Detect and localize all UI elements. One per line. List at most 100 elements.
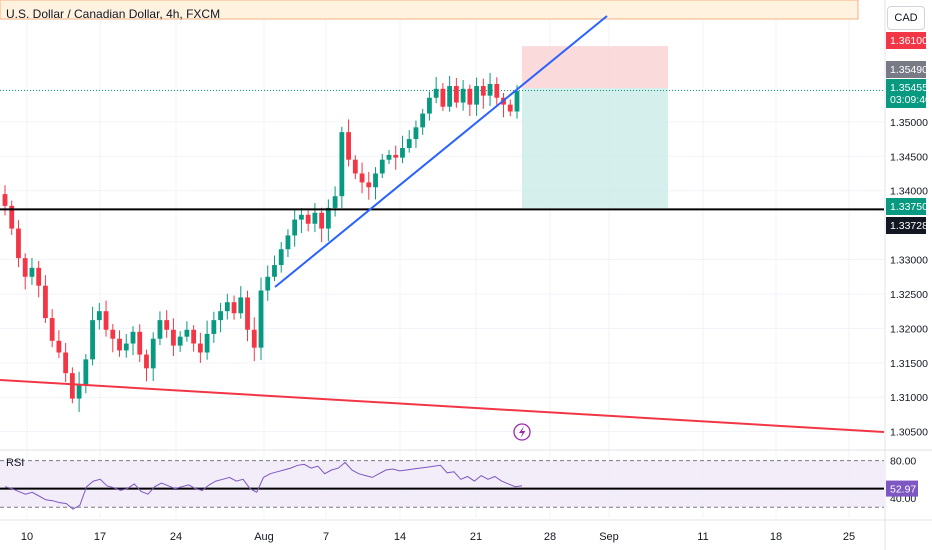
candle-body [29, 267, 35, 277]
candle-body [191, 329, 197, 344]
rsi-band [0, 460, 884, 508]
candle-body [144, 354, 149, 369]
candle-body [447, 86, 453, 107]
candle-body [36, 267, 42, 286]
candle-body [467, 88, 473, 105]
current-price-badge [886, 79, 926, 108]
time-tick-label: 28 [544, 531, 556, 543]
candle-body [103, 311, 109, 330]
candle-body [507, 104, 513, 112]
candle-body [171, 329, 176, 346]
candle-body [184, 329, 190, 337]
time-tick-label: 17 [94, 531, 106, 543]
candle-body [285, 235, 291, 250]
candle-body [413, 127, 419, 140]
price-tick-label: 1.31000 [890, 392, 928, 404]
candle-body [231, 302, 237, 314]
candle-body [460, 88, 466, 103]
time-tick-label: Aug [254, 531, 274, 543]
rsi-line [4, 461, 523, 510]
candle-body [63, 352, 69, 374]
entry-price-label: 1.35490 [890, 64, 928, 76]
price-tick-label: 1.34000 [890, 186, 928, 198]
candle-body [379, 159, 385, 174]
candle-body [22, 258, 28, 277]
support-price-badge [886, 217, 926, 234]
price-tick-label: 1.35000 [890, 117, 928, 129]
candle-body [9, 205, 15, 229]
candle-body [110, 329, 116, 339]
candle-body [386, 154, 392, 160]
candle-body [352, 159, 358, 174]
time-tick-label: 10 [21, 531, 33, 543]
price-tick-label: 1.32000 [890, 323, 928, 335]
candle-body [433, 88, 439, 98]
rsi-value-label: 52.97 [890, 484, 916, 496]
candle-body [69, 373, 75, 399]
time-tick-label: 11 [697, 531, 708, 543]
candle-body [137, 331, 143, 355]
lightning-icon [519, 426, 526, 438]
candle-body [400, 148, 405, 158]
stop-price-label: 1.36100 [890, 35, 928, 47]
stop-price-badge [886, 32, 926, 49]
time-tick-label: 7 [323, 531, 329, 543]
channel-line [0, 379, 885, 433]
candle-body [238, 297, 244, 314]
current-price-label: 1.35455 [890, 82, 928, 94]
time-tick-label: Sep [599, 531, 619, 543]
candle-body [420, 113, 426, 128]
candle-body [325, 207, 331, 229]
candle-body [440, 88, 446, 107]
candle-body [494, 83, 500, 98]
candle-body [406, 139, 412, 148]
price-tick-label: 1.33000 [890, 255, 928, 267]
candle-body [96, 311, 102, 321]
target-price-label: 1.33750 [890, 201, 928, 213]
candle-body [251, 329, 257, 348]
candle-body [123, 343, 129, 351]
candle-body [373, 173, 378, 188]
alert-band [0, 0, 859, 20]
candle-body [278, 249, 284, 266]
rsi-tick-label: 80.00 [890, 456, 916, 468]
candle-body [319, 212, 325, 229]
candle-body [16, 228, 21, 259]
candle-body [177, 336, 183, 346]
target-price-badge [886, 198, 926, 215]
time-tick-label: 21 [470, 531, 482, 543]
candle-body [427, 97, 432, 114]
time-tick-label: 25 [843, 531, 855, 543]
price-tick-label: 1.32500 [890, 289, 928, 301]
time-tick-label: 18 [770, 531, 782, 543]
candle-body [487, 83, 493, 96]
candle-body [265, 276, 271, 291]
candle-body [197, 343, 203, 353]
entry-price-badge [886, 61, 926, 78]
rsi-label: RSI [6, 457, 25, 469]
candle-body [157, 320, 163, 339]
price-tick-label: 1.31500 [890, 358, 928, 370]
candle-body [204, 333, 210, 353]
candle-body [453, 86, 459, 103]
candle-body [56, 340, 62, 353]
candle-body [272, 265, 277, 277]
candle-body [514, 90, 520, 112]
candle-body [117, 338, 122, 351]
candle-body [312, 212, 318, 224]
candle-body [245, 297, 250, 330]
candle-body [83, 359, 89, 385]
candle-body [258, 290, 264, 348]
candle-body [393, 154, 399, 158]
candle-body [305, 214, 311, 224]
candle-body [299, 214, 304, 220]
candle-body [224, 302, 230, 312]
price-tick-label: 1.34500 [890, 151, 928, 163]
candle-body [339, 132, 345, 197]
candle-body [130, 331, 136, 344]
candle-body [346, 132, 351, 160]
currency-button[interactable]: CAD [887, 6, 925, 30]
take-profit-zone [522, 88, 668, 208]
candle-body [366, 182, 372, 188]
